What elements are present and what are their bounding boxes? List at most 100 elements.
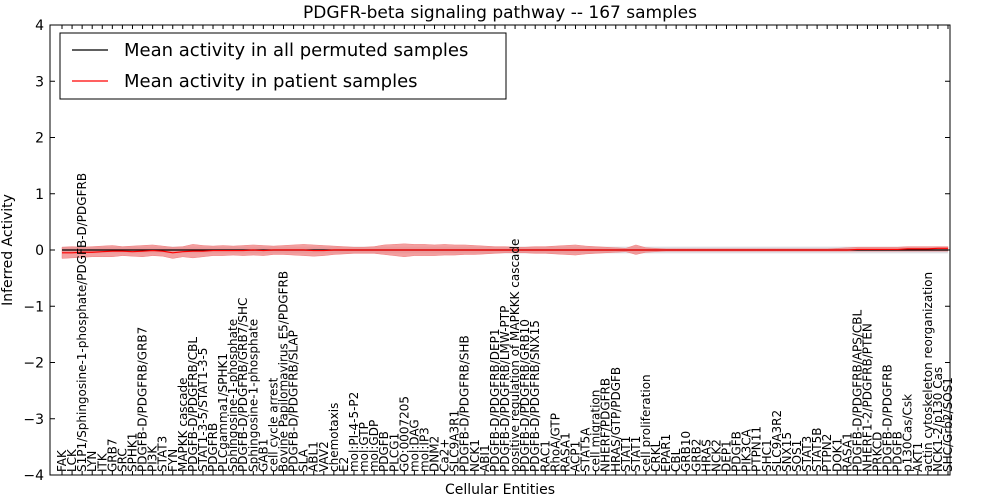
entity-label: SHC/Grb2/SOS1 [941,377,955,472]
entity-label: chemotaxis [327,403,341,472]
entity-label: PDGFB-D/PDGFRB/GRB7 [136,327,150,472]
entity-label: Sphingosine-1-phosphate [226,319,240,472]
entity-label: NCK2 [709,439,723,472]
entity-label: mol:IP3 [417,427,431,472]
entity-label: GRB2 [689,438,703,472]
y-tick-label: 1 [35,187,44,203]
entity-label: NHERF1-2/PDGFRB/PTEN [860,323,874,472]
entity-label: SHC1 [760,439,774,472]
entity-label: PDGFB-D/PDGFRB/GRB10 [518,319,532,472]
entity-label: HRAS/GTP/PDGFB [609,367,623,472]
series-line-patient [62,247,948,254]
entity-label: CRKL [649,440,663,472]
entity-label: PDGFB-D/PDGFRB/DEP1 [488,328,502,472]
entity-label: DOK1 [830,438,844,472]
entity-label: LYN [85,451,99,472]
entity-label: p130Cas/Csk [901,394,915,472]
entity-label: STAT3 [156,436,170,472]
entity-label: NHERF/PDGFRB [599,378,613,472]
entity-label: PDGFB-D/PDGFRB/SHB [458,335,472,472]
y-tick-label: 2 [35,131,44,147]
entity-labels: FAKLCKS1P1/Sphingosine-1-phosphate/PDGFB… [55,173,955,472]
entity-label: STAT3 [800,436,814,472]
entity-label: PDGFB-D/PDGFRB/GRB7/SHC [236,298,250,472]
entity-label: E2 [337,457,351,472]
entity-label: SOS1 [790,440,804,472]
entity-label: RASA1 [840,432,854,472]
entity-label: Sphingosine-1-phosphate [246,319,260,472]
legend: Mean activity in all permuted samples Me… [59,32,507,100]
entity-label: RASA1 [558,432,572,472]
entity-label: GRB10 [679,431,693,472]
entity-label: PLCgamma1/SPHK1 [216,353,230,472]
entity-label: GAB1 [256,439,270,472]
legend-label-permuted: Mean activity in all permuted samples [124,40,468,61]
entity-label: DEP1 [720,440,734,472]
x-ticks [61,25,949,475]
entity-label: NCK1 [468,439,482,472]
entity-label: PLCG1 [387,433,401,472]
y-tick-label: −2 [23,356,44,372]
entity-label: PDGFB [377,431,391,472]
entity-label: SLC9A3R2 [770,410,784,472]
entity-label: FYN [166,449,180,472]
entity-label: cell proliferation [639,374,653,472]
entity-label: RhoA/GTP [548,413,562,472]
entity-label: PTPN2 [820,434,834,472]
entity-label: SRC [115,448,129,472]
y-tick-label: 4 [35,18,44,34]
entity-label: mol:GTP [357,422,371,472]
y-ticks: −4 −3 −2 −1 0 1 2 3 4 [23,18,950,484]
legend-box [59,32,507,100]
entity-label: STAT1 [619,436,633,472]
entity-label: mol:DAG [407,419,421,472]
entity-label: STAT5A [579,427,593,472]
entity-label: SLA [297,448,311,472]
entity-label: PDGFB-D/PDGFRB/LMW-PTP [498,306,512,472]
entity-label: CBL [669,448,683,472]
lines [62,247,948,254]
plot-frame [49,24,951,476]
entity-label: PDGFB-D/PDGFRB/APS/CBL [850,309,864,472]
entity-label: EPAR1 [659,434,673,472]
entity-label: positive regulation of MAPKKK cascade [508,239,522,472]
entity-label: SPHK1 [125,433,139,472]
entity-label: GRB7 [105,438,119,472]
y-axis-label: Inferred Activity [0,194,16,306]
entity-label: PI3K [146,445,160,472]
entity-label: ABI1 [478,444,492,472]
entity-label: mol:PI-4-5-P2 [347,392,361,472]
y-tick-label: 3 [35,74,44,90]
entity-label: actin cytoskeleton reorganization [921,272,935,472]
entity-label: STAT1 [629,436,643,472]
x-axis-label: Cellular Entities [445,482,555,498]
entity-label: FAK [55,449,69,472]
entity-label: DNM2 [428,436,442,472]
entity-label: RAC1 [538,440,552,472]
entity-label: MAPKK cascade [176,377,190,472]
entity-label: SLC9A3R1 [448,410,462,472]
entity-label: SNX15 [780,432,794,472]
patient-band [61,243,949,259]
entity-label: ACP1 [568,441,582,472]
chart-title: PDGFR-beta signaling pathway -- 167 samp… [303,3,697,23]
entity-label: PDGFB-D/PDGFRB [881,364,895,472]
legend-label-patient: Mean activity in patient samples [124,71,418,92]
entity-label: PDGFB-D/PDGFRB/CBL [186,337,200,472]
entity-label: STAT1-3-5/STAT1-3-5 [196,348,210,472]
entity-label: LCK [65,448,79,472]
entity-label: cell cycle arrest [266,377,280,472]
y-tick-label: −1 [23,299,44,315]
y-tick-label: −3 [23,412,44,428]
entity-label: mol:GDP [367,420,381,472]
entity-label: AKT1 [911,442,925,472]
entity-label: ITK [95,452,109,472]
entity-label: PIK3CA [740,428,754,472]
entity-label: HRAS [699,439,713,472]
y-tick-label: −4 [23,468,44,484]
entity-label: PDGFB [730,431,744,472]
entity-label: S1P1/Sphingosine-1-phosphate/PDGFB-D/PDG… [75,173,89,472]
entity-label: NCK1-2/p130 Cas [931,367,945,472]
entity-label: cell migration [589,390,603,472]
